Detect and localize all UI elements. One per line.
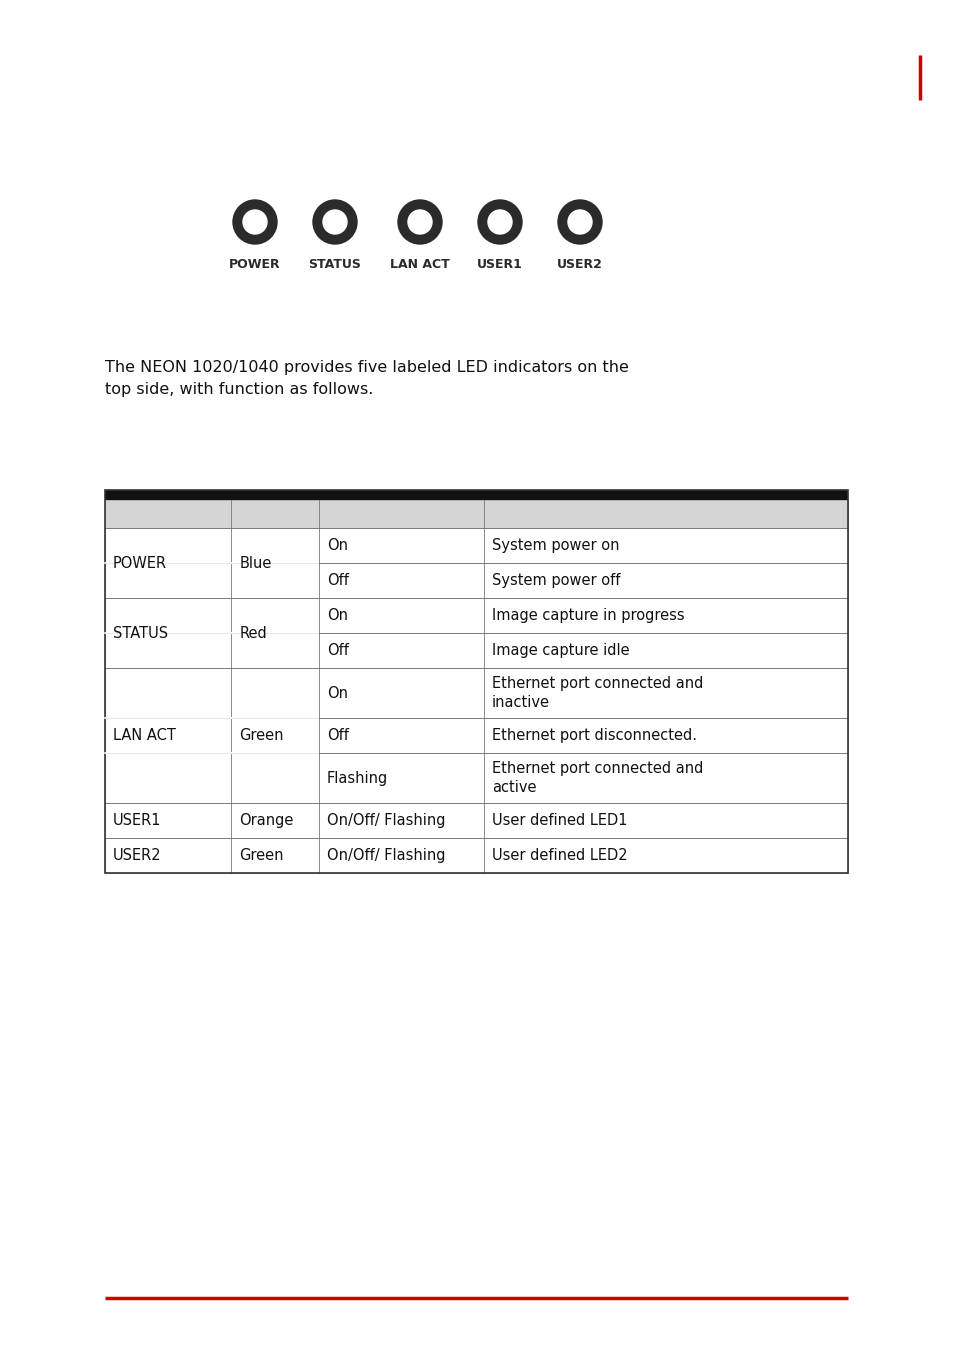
Bar [105, 668, 847, 718]
Text: USER2: USER2 [557, 258, 602, 270]
Text: STATUS: STATUS [112, 626, 168, 641]
Text: Off: Off [327, 573, 349, 588]
Circle shape [313, 200, 356, 243]
Text: LAN ACT: LAN ACT [390, 258, 450, 270]
Text: POWER: POWER [112, 556, 167, 571]
Text: USER1: USER1 [112, 813, 161, 827]
Circle shape [567, 210, 592, 234]
Text: User defined LED2: User defined LED2 [492, 848, 627, 863]
Bar [105, 718, 847, 753]
Text: STATUS: STATUS [308, 258, 361, 270]
Circle shape [408, 210, 432, 234]
Text: Ethernet port connected and
active: Ethernet port connected and active [492, 761, 702, 795]
Circle shape [558, 200, 601, 243]
Text: Blue: Blue [239, 556, 272, 571]
Bar [105, 838, 847, 873]
Text: Off: Off [327, 727, 349, 744]
Bar [105, 598, 847, 633]
Bar [105, 500, 847, 529]
Bar [105, 562, 847, 598]
Text: Ethernet port disconnected.: Ethernet port disconnected. [492, 727, 697, 744]
Text: USER2: USER2 [112, 848, 161, 863]
Circle shape [477, 200, 521, 243]
Text: Green: Green [239, 727, 283, 744]
Text: Red: Red [239, 626, 267, 641]
Text: Flashing: Flashing [327, 771, 388, 786]
Bar [105, 489, 847, 500]
Text: Image capture idle: Image capture idle [492, 644, 629, 658]
Text: On/Off/ Flashing: On/Off/ Flashing [327, 813, 445, 827]
Bar [105, 633, 847, 668]
Text: On: On [327, 538, 348, 553]
Text: On/Off/ Flashing: On/Off/ Flashing [327, 848, 445, 863]
Bar [105, 803, 847, 838]
Text: Orange: Orange [239, 813, 294, 827]
Text: Image capture in progress: Image capture in progress [492, 608, 684, 623]
Circle shape [323, 210, 347, 234]
Circle shape [397, 200, 441, 243]
Text: USER1: USER1 [476, 258, 522, 270]
Text: Off: Off [327, 644, 349, 658]
Text: On: On [327, 685, 348, 700]
Bar [105, 489, 847, 873]
Text: Green: Green [239, 848, 283, 863]
Text: Ethernet port connected and
inactive: Ethernet port connected and inactive [492, 676, 702, 710]
Text: LAN ACT: LAN ACT [112, 727, 175, 744]
Circle shape [243, 210, 267, 234]
Circle shape [233, 200, 276, 243]
Circle shape [488, 210, 512, 234]
Text: POWER: POWER [229, 258, 280, 270]
Text: The NEON 1020/1040 provides five labeled LED indicators on the
top side, with fu: The NEON 1020/1040 provides five labeled… [105, 360, 628, 397]
Bar [105, 529, 847, 562]
Text: System power off: System power off [492, 573, 619, 588]
Bar [105, 753, 847, 803]
Text: System power on: System power on [492, 538, 618, 553]
Text: User defined LED1: User defined LED1 [492, 813, 627, 827]
Text: On: On [327, 608, 348, 623]
